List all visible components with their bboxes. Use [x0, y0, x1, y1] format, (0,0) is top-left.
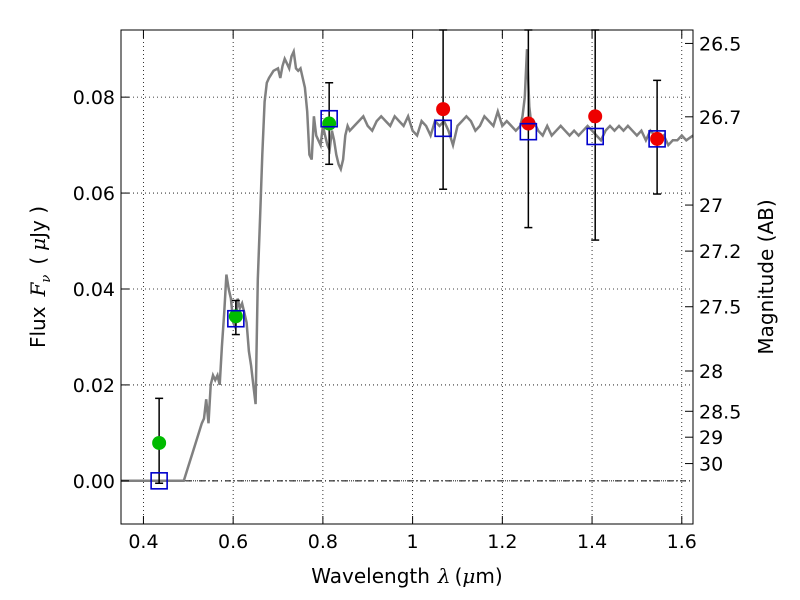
- model-point-red: [588, 109, 603, 124]
- x-tick-label: 1.6: [667, 531, 697, 553]
- y2-tick-label: 27.5: [699, 297, 741, 319]
- x-axis-label-unit-symbol: μ: [462, 564, 475, 588]
- y2-axis-label: Magnitude (AB): [754, 199, 778, 354]
- y-axis-label: Flux Fν ( μJy ): [26, 206, 54, 348]
- y-tick-label: 0.08: [73, 87, 115, 109]
- y2-tick-label: 27.2: [699, 241, 741, 263]
- y2-tick-label: 26.7: [699, 107, 741, 129]
- y2-tick-label: 28.5: [699, 401, 741, 423]
- y-axis-label-unit-symbol: μ: [26, 238, 50, 251]
- model-point-green: [228, 309, 243, 324]
- y2-tick-label: 26.5: [699, 33, 741, 55]
- x-axis-label-text: Wavelength: [311, 564, 430, 588]
- observed-point: [150, 472, 168, 490]
- y-tick-label: 0.04: [73, 279, 115, 301]
- model-point-green: [152, 435, 167, 450]
- y-axis-ticks: 0.00 0.02 0.04 0.06 0.08: [73, 87, 129, 493]
- model-point-green: [322, 116, 337, 131]
- x-tick-label: 0.8: [308, 531, 338, 553]
- y2-tick-label: 29: [699, 427, 723, 449]
- x-axis-label-unit-rest: m): [475, 564, 502, 588]
- x-tick-label: 0.4: [128, 531, 158, 553]
- y-axis-label-symbol: F: [26, 281, 50, 297]
- observed-point: [519, 122, 538, 141]
- y-tick-label: 0.06: [73, 183, 115, 205]
- observed-point: [648, 130, 666, 148]
- observed-squares: [150, 109, 666, 490]
- y-tick-label: 0.02: [73, 375, 115, 397]
- x-axis-label-unit-open: (: [455, 564, 463, 588]
- model-points-red: [436, 102, 665, 146]
- model-point-red: [436, 102, 451, 117]
- y2-tick-label: 27: [699, 195, 723, 217]
- observed-point: [227, 309, 245, 328]
- y2-tick-label: 30: [699, 454, 723, 476]
- y2-tick-label: 28: [699, 361, 723, 383]
- observed-point: [586, 127, 604, 146]
- observed-point: [434, 119, 452, 138]
- x-axis-label: Wavelength λ (μm): [311, 564, 502, 588]
- y-axis-label-symbol-sub: ν: [39, 275, 54, 283]
- y2-axis-ticks: 26.5 26.7 27 27.2 27.5 28 28.5 29 30: [685, 33, 741, 476]
- y-axis-label-unit-open: (: [26, 257, 50, 265]
- x-tick-label: 1.2: [487, 531, 517, 553]
- y-axis-label-text: Flux: [26, 306, 50, 348]
- x-axis-label-symbol: λ: [437, 564, 451, 588]
- grid: [121, 30, 693, 524]
- plot-frame: [120, 29, 694, 525]
- x-tick-label: 0.6: [218, 531, 248, 553]
- observed-point: [320, 109, 338, 128]
- y-axis-label-unit-rest: Jy ): [26, 206, 50, 240]
- plot-background: [121, 30, 693, 524]
- x-tick-label: 1: [407, 531, 419, 553]
- y-tick-label: 0.00: [73, 471, 115, 493]
- x-tick-label: 1.4: [577, 531, 607, 553]
- x-axis-ticks: 0.4 0.6 0.8 1 1.2 1.4 1.6: [128, 30, 697, 553]
- model-point-red: [650, 131, 665, 146]
